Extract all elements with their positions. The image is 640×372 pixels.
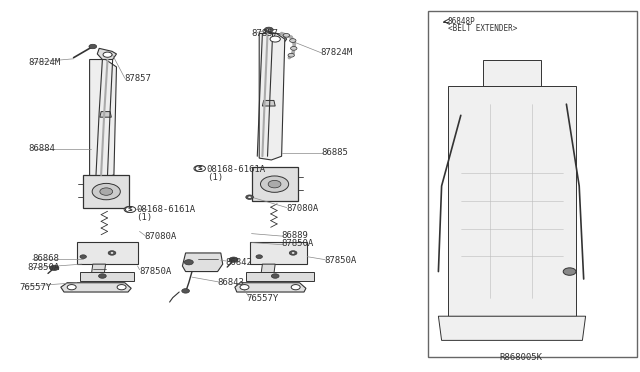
Text: 87850A: 87850A	[140, 267, 172, 276]
Circle shape	[291, 252, 295, 254]
Circle shape	[117, 285, 126, 290]
Circle shape	[67, 285, 76, 290]
Circle shape	[271, 274, 279, 278]
Polygon shape	[246, 272, 314, 281]
Text: R868005K: R868005K	[499, 353, 542, 362]
Text: 08168-6161A: 08168-6161A	[207, 165, 266, 174]
Circle shape	[195, 166, 205, 171]
Text: 86868: 86868	[32, 254, 59, 263]
Text: S: S	[197, 166, 201, 171]
Polygon shape	[252, 167, 298, 201]
Circle shape	[50, 265, 59, 270]
Text: 87080A: 87080A	[144, 232, 176, 241]
Text: 86884: 86884	[29, 144, 56, 153]
Circle shape	[246, 195, 253, 199]
Circle shape	[240, 285, 249, 290]
Polygon shape	[100, 112, 111, 117]
Circle shape	[125, 206, 136, 212]
Polygon shape	[448, 86, 576, 316]
Circle shape	[248, 196, 252, 198]
Text: S: S	[127, 207, 131, 212]
Polygon shape	[261, 264, 275, 273]
Polygon shape	[77, 242, 138, 264]
Text: 08168-6161A: 08168-6161A	[136, 205, 195, 214]
Circle shape	[103, 52, 112, 57]
Circle shape	[289, 251, 297, 255]
Circle shape	[182, 289, 189, 293]
Circle shape	[194, 166, 204, 171]
Text: 87850A: 87850A	[324, 256, 356, 265]
Circle shape	[291, 285, 300, 290]
Polygon shape	[92, 264, 106, 273]
Text: 76557Y: 76557Y	[19, 283, 51, 292]
Circle shape	[99, 274, 106, 278]
Text: 87850A: 87850A	[27, 263, 59, 272]
Polygon shape	[90, 60, 116, 179]
Text: 87857: 87857	[125, 74, 152, 83]
Circle shape	[270, 36, 280, 42]
Text: 87080A: 87080A	[286, 204, 318, 213]
Text: S: S	[198, 166, 202, 171]
Text: 86843: 86843	[218, 278, 244, 287]
Polygon shape	[80, 272, 134, 281]
Polygon shape	[259, 33, 285, 160]
Circle shape	[291, 46, 297, 50]
Text: (1): (1)	[136, 213, 152, 222]
Text: 86885: 86885	[321, 148, 348, 157]
Circle shape	[283, 33, 289, 37]
Circle shape	[256, 255, 262, 259]
Circle shape	[260, 176, 289, 192]
Circle shape	[108, 251, 116, 255]
Polygon shape	[61, 283, 131, 292]
Text: 86848P: 86848P	[448, 17, 476, 26]
Circle shape	[100, 188, 113, 195]
Polygon shape	[261, 32, 287, 45]
Circle shape	[110, 252, 114, 254]
Polygon shape	[483, 60, 541, 86]
Polygon shape	[182, 253, 223, 272]
Polygon shape	[438, 316, 586, 340]
Circle shape	[184, 260, 193, 265]
Text: (1): (1)	[207, 173, 223, 182]
Text: 87850A: 87850A	[282, 239, 314, 248]
Circle shape	[563, 268, 576, 275]
Circle shape	[92, 183, 120, 200]
Circle shape	[290, 39, 296, 42]
Text: 76557Y: 76557Y	[246, 294, 278, 303]
Polygon shape	[262, 100, 275, 106]
Text: S: S	[129, 207, 132, 212]
Circle shape	[288, 54, 294, 57]
Polygon shape	[235, 283, 306, 292]
Circle shape	[89, 44, 97, 49]
Circle shape	[80, 255, 86, 259]
Polygon shape	[83, 175, 129, 208]
Text: 87857: 87857	[251, 29, 278, 38]
Bar	[428, 11, 637, 357]
Polygon shape	[250, 242, 307, 264]
Text: 86889: 86889	[282, 231, 308, 240]
Circle shape	[229, 257, 238, 262]
Text: 87824M: 87824M	[320, 48, 352, 57]
Text: <BELT EXTENDER>: <BELT EXTENDER>	[448, 24, 517, 33]
Polygon shape	[97, 48, 116, 60]
Circle shape	[268, 180, 281, 188]
Circle shape	[124, 206, 134, 212]
Text: 86842: 86842	[225, 258, 252, 267]
Circle shape	[264, 27, 273, 32]
Text: 87824M: 87824M	[29, 58, 61, 67]
Circle shape	[267, 29, 271, 31]
